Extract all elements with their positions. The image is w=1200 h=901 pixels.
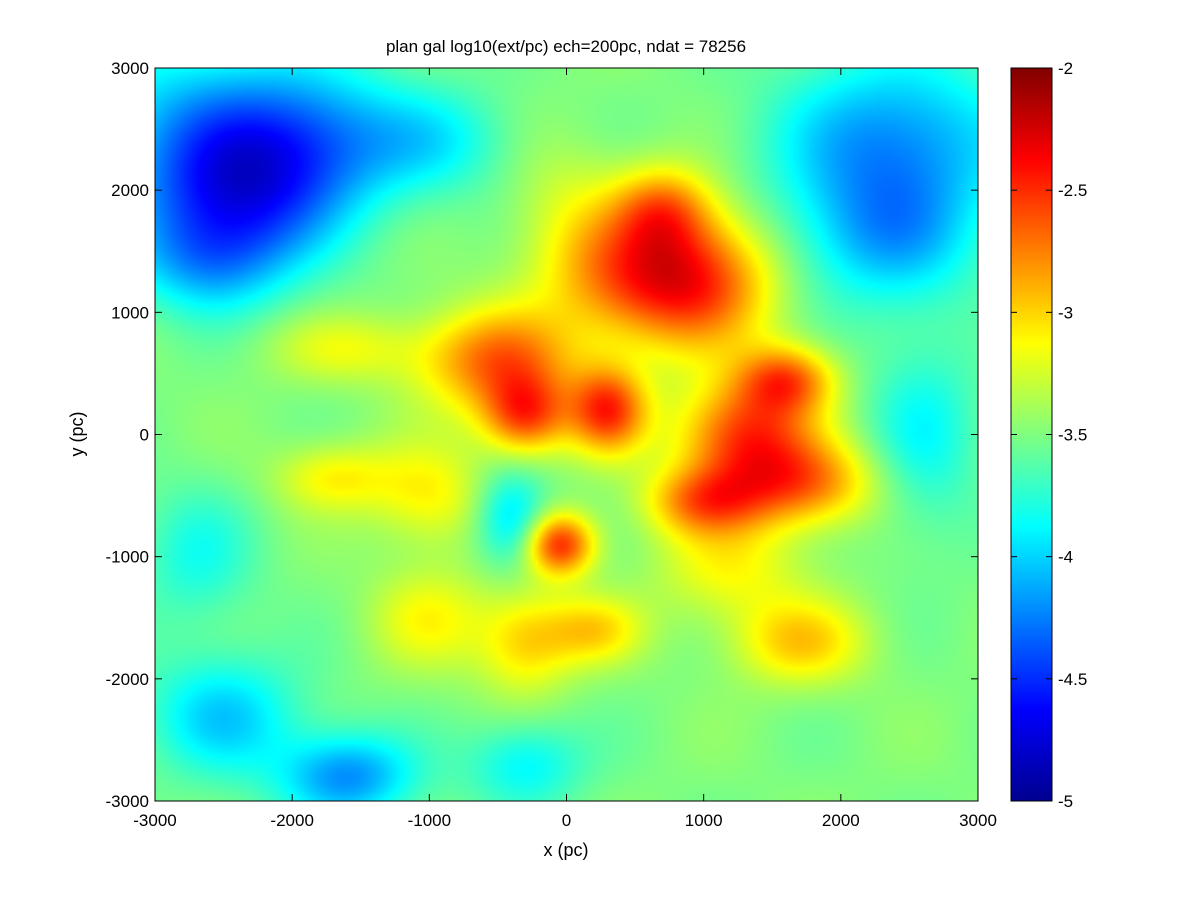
x-tick-label: 2000 xyxy=(822,811,860,830)
y-tick-label: -2000 xyxy=(106,670,149,689)
colorbar-tick-label: -3.5 xyxy=(1058,426,1087,445)
colorbar-ticks: -2 -2.5 -3 -3.5 -4 -4.5 -5 xyxy=(1011,59,1087,811)
colorbar-tick-label: -5 xyxy=(1058,792,1073,811)
x-tick-label: -1000 xyxy=(408,811,451,830)
colorbar-tick-label: -2.5 xyxy=(1058,181,1087,200)
y-tick-label: -3000 xyxy=(106,792,149,811)
y-tick-label: 3000 xyxy=(111,59,149,78)
y-axis: 3000 2000 1000 0 -1000 -2000 -3000 xyxy=(106,59,978,811)
x-tick-label: 3000 xyxy=(959,811,997,830)
colorbar-tick-label: -3 xyxy=(1058,303,1073,322)
x-tick-label: -3000 xyxy=(133,811,176,830)
x-axis: -3000 -2000 -1000 0 1000 2000 3000 xyxy=(133,68,997,830)
heatmap-image xyxy=(155,68,978,801)
y-tick-label: 1000 xyxy=(111,303,149,322)
chart-title: plan gal log10(ext/pc) ech=200pc, ndat =… xyxy=(386,37,746,56)
colorbar-tick-label: -4.5 xyxy=(1058,670,1087,689)
y-tick-label: 0 xyxy=(140,426,149,445)
colorbar-tick-label: -4 xyxy=(1058,548,1073,567)
colorbar-gradient xyxy=(1010,67,1053,802)
x-tick-label: 0 xyxy=(562,811,571,830)
x-tick-label: 1000 xyxy=(685,811,723,830)
y-tick-label: -1000 xyxy=(106,548,149,567)
x-tick-label: -2000 xyxy=(270,811,313,830)
y-tick-label: 2000 xyxy=(111,181,149,200)
y-axis-label: y (pc) xyxy=(67,412,87,457)
colorbar: -2 -2.5 -3 -3.5 -4 -4.5 -5 xyxy=(1010,59,1087,811)
plot-area xyxy=(154,67,979,802)
colorbar-tick-label: -2 xyxy=(1058,59,1073,78)
x-axis-label: x (pc) xyxy=(544,840,589,860)
